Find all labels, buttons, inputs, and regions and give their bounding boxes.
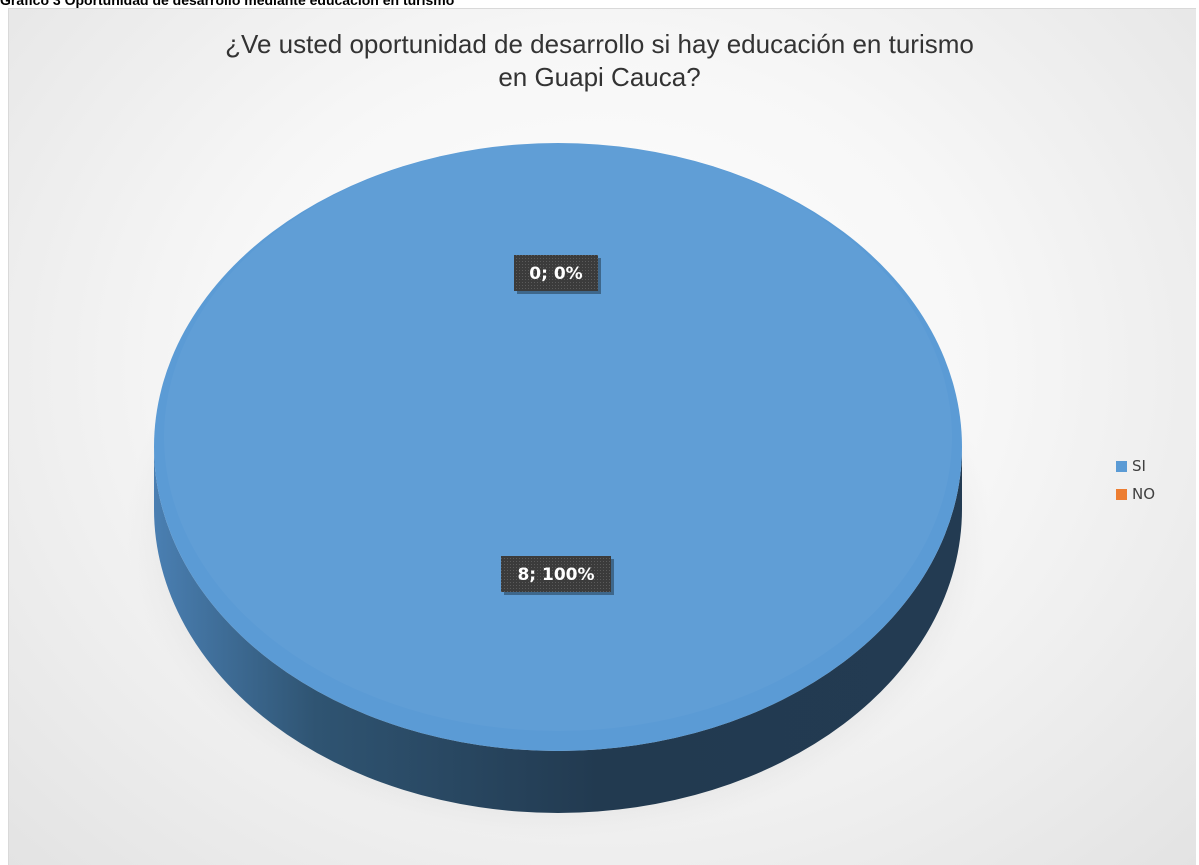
data-label-no-text: 0; 0%	[529, 264, 582, 284]
pie-side-wall	[154, 447, 962, 813]
chart-title: ¿Ve usted oportunidad de desarrollo si h…	[0, 28, 1199, 94]
chart-title-line-1: ¿Ve usted oportunidad de desarrollo si h…	[225, 29, 974, 59]
chart-title-line-2: en Guapi Cauca?	[498, 62, 701, 92]
legend-item-no: NO	[1116, 480, 1155, 508]
data-label-si: 8; 100%	[501, 556, 614, 595]
legend-label-si: SI	[1132, 457, 1146, 475]
legend-item-si: SI	[1116, 452, 1155, 480]
legend-swatch-si	[1116, 460, 1127, 472]
pie-slice-si	[154, 143, 962, 751]
pie-top-highlight	[164, 143, 952, 731]
data-label-no: 0; 0%	[514, 255, 601, 294]
chart-legend: SI NO	[1116, 452, 1155, 508]
data-label-si-text: 8; 100%	[517, 565, 594, 585]
legend-swatch-no	[1116, 488, 1127, 500]
legend-label-no: NO	[1132, 485, 1156, 503]
figure-caption: Gráfico 3 Oportunidad de desarrollo medi…	[0, 0, 455, 8]
